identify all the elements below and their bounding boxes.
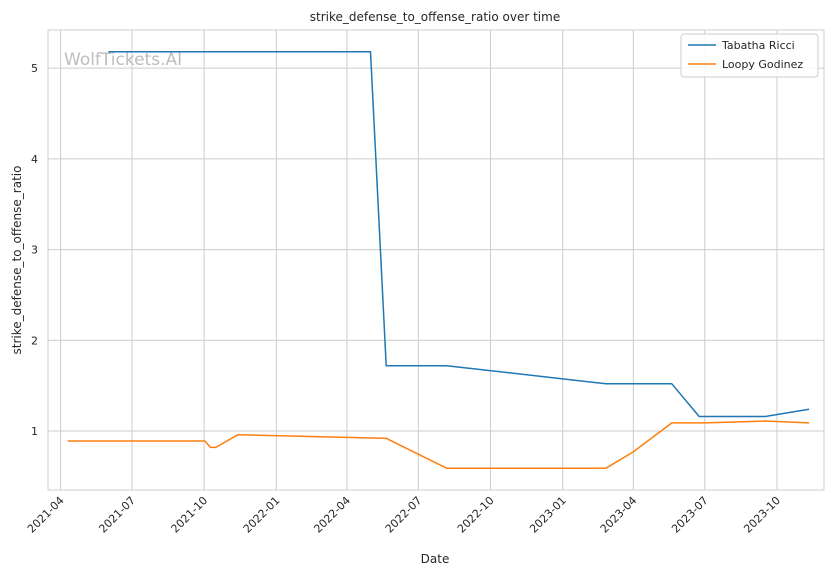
y-tick-label: 5 [31,62,38,75]
series-line-loopy-godinez [67,420,810,469]
x-tick-label: 2021-04 [25,494,67,536]
x-tick-label: 2022-04 [311,494,353,536]
y-tick-label: 4 [31,153,38,166]
legend: Tabatha Ricci Loopy Godinez [680,33,819,78]
chart-title: strike_defense_to_offense_ratio over tim… [310,10,560,24]
x-tick-label: 2021-07 [96,494,138,536]
series-line-tabatha-ricci [108,51,810,418]
legend-label-tabatha-ricci: Tabatha Ricci [721,39,795,52]
x-axis-title: Date [421,552,450,566]
x-tick-label: 2022-07 [383,494,425,536]
x-tick-label: 2023-07 [669,494,711,536]
x-tick-label: 2022-10 [455,494,497,536]
grid-layer [48,30,824,490]
legend-label-loopy-godinez: Loopy Godinez [722,58,803,71]
x-tick-label: 2021-10 [169,494,211,536]
watermark-text: WolfTickets.AI [64,50,182,70]
plot-frame [47,29,825,491]
y-tick-label: 1 [31,425,38,438]
y-tick-label: 2 [31,334,38,347]
x-tick-label: 2022-01 [241,494,283,536]
y-tick-labels: 1 2 3 4 5 [31,62,38,438]
y-tick-label: 3 [31,244,38,257]
series-layer [67,51,810,469]
x-tick-labels: 2021-04 2021-07 2021-10 2022-01 2022-04 2022-… [25,494,783,536]
x-tick-label: 2023-04 [598,494,640,536]
x-tick-label: 2023-10 [741,494,783,536]
y-axis-title: strike_defense_to_offense_ratio [10,166,24,355]
x-tick-label: 2023-01 [527,494,569,536]
